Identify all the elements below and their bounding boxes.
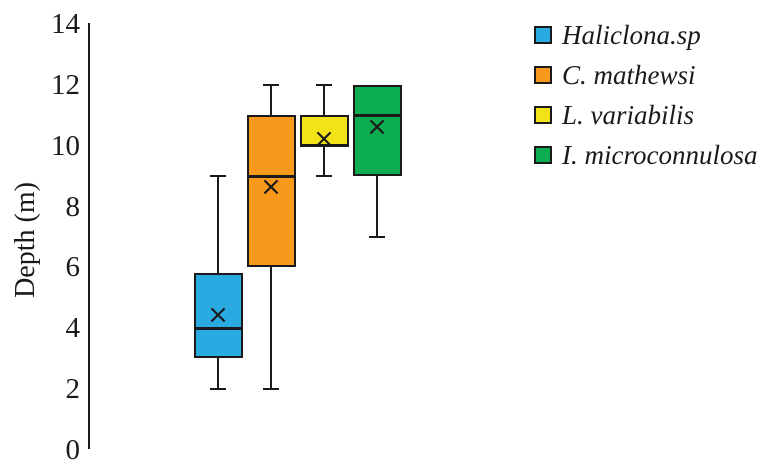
y-tick-label-6: 6 bbox=[65, 251, 81, 284]
y-tick-label-12: 12 bbox=[51, 69, 80, 101]
box-haliclona-sp bbox=[193, 273, 243, 359]
lower-whisker-cap bbox=[369, 235, 385, 238]
legend-label: Haliclona.sp bbox=[562, 19, 701, 50]
lower-whisker-line bbox=[217, 358, 219, 389]
y-tick-label-14: 14 bbox=[51, 8, 80, 41]
upper-whisker-line bbox=[217, 176, 219, 274]
y-axis-line bbox=[88, 23, 90, 449]
legend-label: L. variabilis bbox=[562, 99, 695, 130]
y-tick-label-0: 0 bbox=[65, 433, 81, 466]
legend-swatch-icon bbox=[534, 26, 552, 44]
mean-marker-icon: × bbox=[313, 123, 335, 154]
box-i-microconnulosa bbox=[352, 85, 402, 177]
legend-item-i-microconnulosa: I. microconnulosa bbox=[534, 135, 757, 175]
lower-whisker-cap bbox=[316, 175, 332, 178]
legend-swatch-icon bbox=[534, 66, 552, 84]
lower-whisker-line bbox=[376, 176, 378, 237]
upper-whisker-line bbox=[323, 85, 325, 116]
legend-swatch-icon bbox=[534, 106, 552, 124]
lower-whisker-line bbox=[270, 267, 272, 389]
legend: Haliclona.sp C. mathewsi L. variabilis I. m… bbox=[534, 15, 757, 175]
legend-label: C. mathewsi bbox=[562, 59, 696, 90]
upper-whisker-cap bbox=[210, 175, 226, 178]
upper-whisker-line bbox=[270, 85, 272, 116]
median-line bbox=[299, 144, 349, 148]
lower-whisker-line bbox=[323, 145, 325, 177]
legend-item-haliclona-sp: Haliclona.sp bbox=[534, 15, 757, 55]
legend-label: I. microconnulosa bbox=[562, 139, 758, 170]
box-c-mathewsi bbox=[246, 115, 296, 268]
legend-item-l-variabilis: L. variabilis bbox=[534, 95, 757, 135]
legend-swatch-icon bbox=[534, 146, 552, 164]
legend-item-c-mathewsi: C. mathewsi bbox=[534, 55, 757, 95]
y-tick-label-8: 8 bbox=[65, 190, 81, 223]
mean-marker-icon: × bbox=[366, 111, 388, 142]
lower-whisker-cap bbox=[210, 387, 226, 390]
mean-marker-icon: × bbox=[207, 299, 229, 330]
y-axis-tick-labels: 0 2 4 6 8 10 12 14 bbox=[30, 0, 80, 472]
y-tick-label-4: 4 bbox=[65, 312, 81, 344]
lower-whisker-cap bbox=[263, 387, 279, 390]
upper-whisker-cap bbox=[316, 84, 332, 86]
median-line bbox=[193, 327, 243, 330]
y-tick-label-10: 10 bbox=[51, 129, 80, 162]
y-tick-label-2: 2 bbox=[65, 372, 81, 405]
upper-whisker-cap bbox=[263, 84, 279, 86]
median-line bbox=[352, 114, 402, 117]
box-l-variabilis bbox=[299, 115, 349, 146]
median-line bbox=[246, 175, 296, 178]
mean-marker-icon: × bbox=[260, 172, 282, 203]
